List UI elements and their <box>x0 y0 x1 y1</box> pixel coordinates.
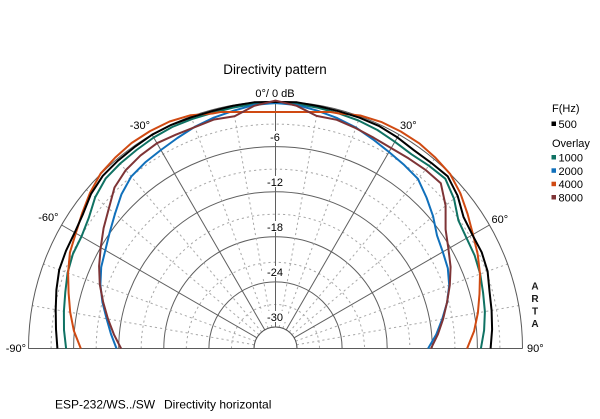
svg-text:-24: -24 <box>267 267 283 279</box>
svg-text:-30°: -30° <box>130 120 150 132</box>
svg-text:0°/ 0 dB: 0°/ 0 dB <box>255 88 294 100</box>
svg-text:-30: -30 <box>267 312 283 324</box>
svg-text:-60°: -60° <box>38 212 58 224</box>
svg-text:2000: 2000 <box>559 166 583 178</box>
svg-text:90°: 90° <box>527 343 544 355</box>
svg-text:ESP-232/WS../SW: ESP-232/WS../SW <box>55 398 156 412</box>
svg-text:500: 500 <box>559 119 577 131</box>
svg-text:60°: 60° <box>492 214 509 226</box>
svg-text:R: R <box>531 294 539 305</box>
svg-text:A: A <box>531 282 538 293</box>
svg-text:1000: 1000 <box>559 153 583 165</box>
svg-text:A: A <box>531 319 538 330</box>
svg-text:T: T <box>532 307 538 318</box>
svg-text:8000: 8000 <box>559 193 583 205</box>
svg-text:-90°: -90° <box>6 343 26 355</box>
svg-text:Directivity horizontal: Directivity horizontal <box>164 398 271 412</box>
svg-text:-18: -18 <box>267 222 283 234</box>
svg-text:F(Hz): F(Hz) <box>552 103 580 115</box>
svg-text:Directivity pattern: Directivity pattern <box>223 62 326 77</box>
svg-text:4000: 4000 <box>559 179 583 191</box>
svg-text:30°: 30° <box>400 120 417 132</box>
svg-text:Overlay: Overlay <box>552 138 590 150</box>
svg-text:-6: -6 <box>270 132 280 144</box>
svg-text:-12: -12 <box>267 177 283 189</box>
